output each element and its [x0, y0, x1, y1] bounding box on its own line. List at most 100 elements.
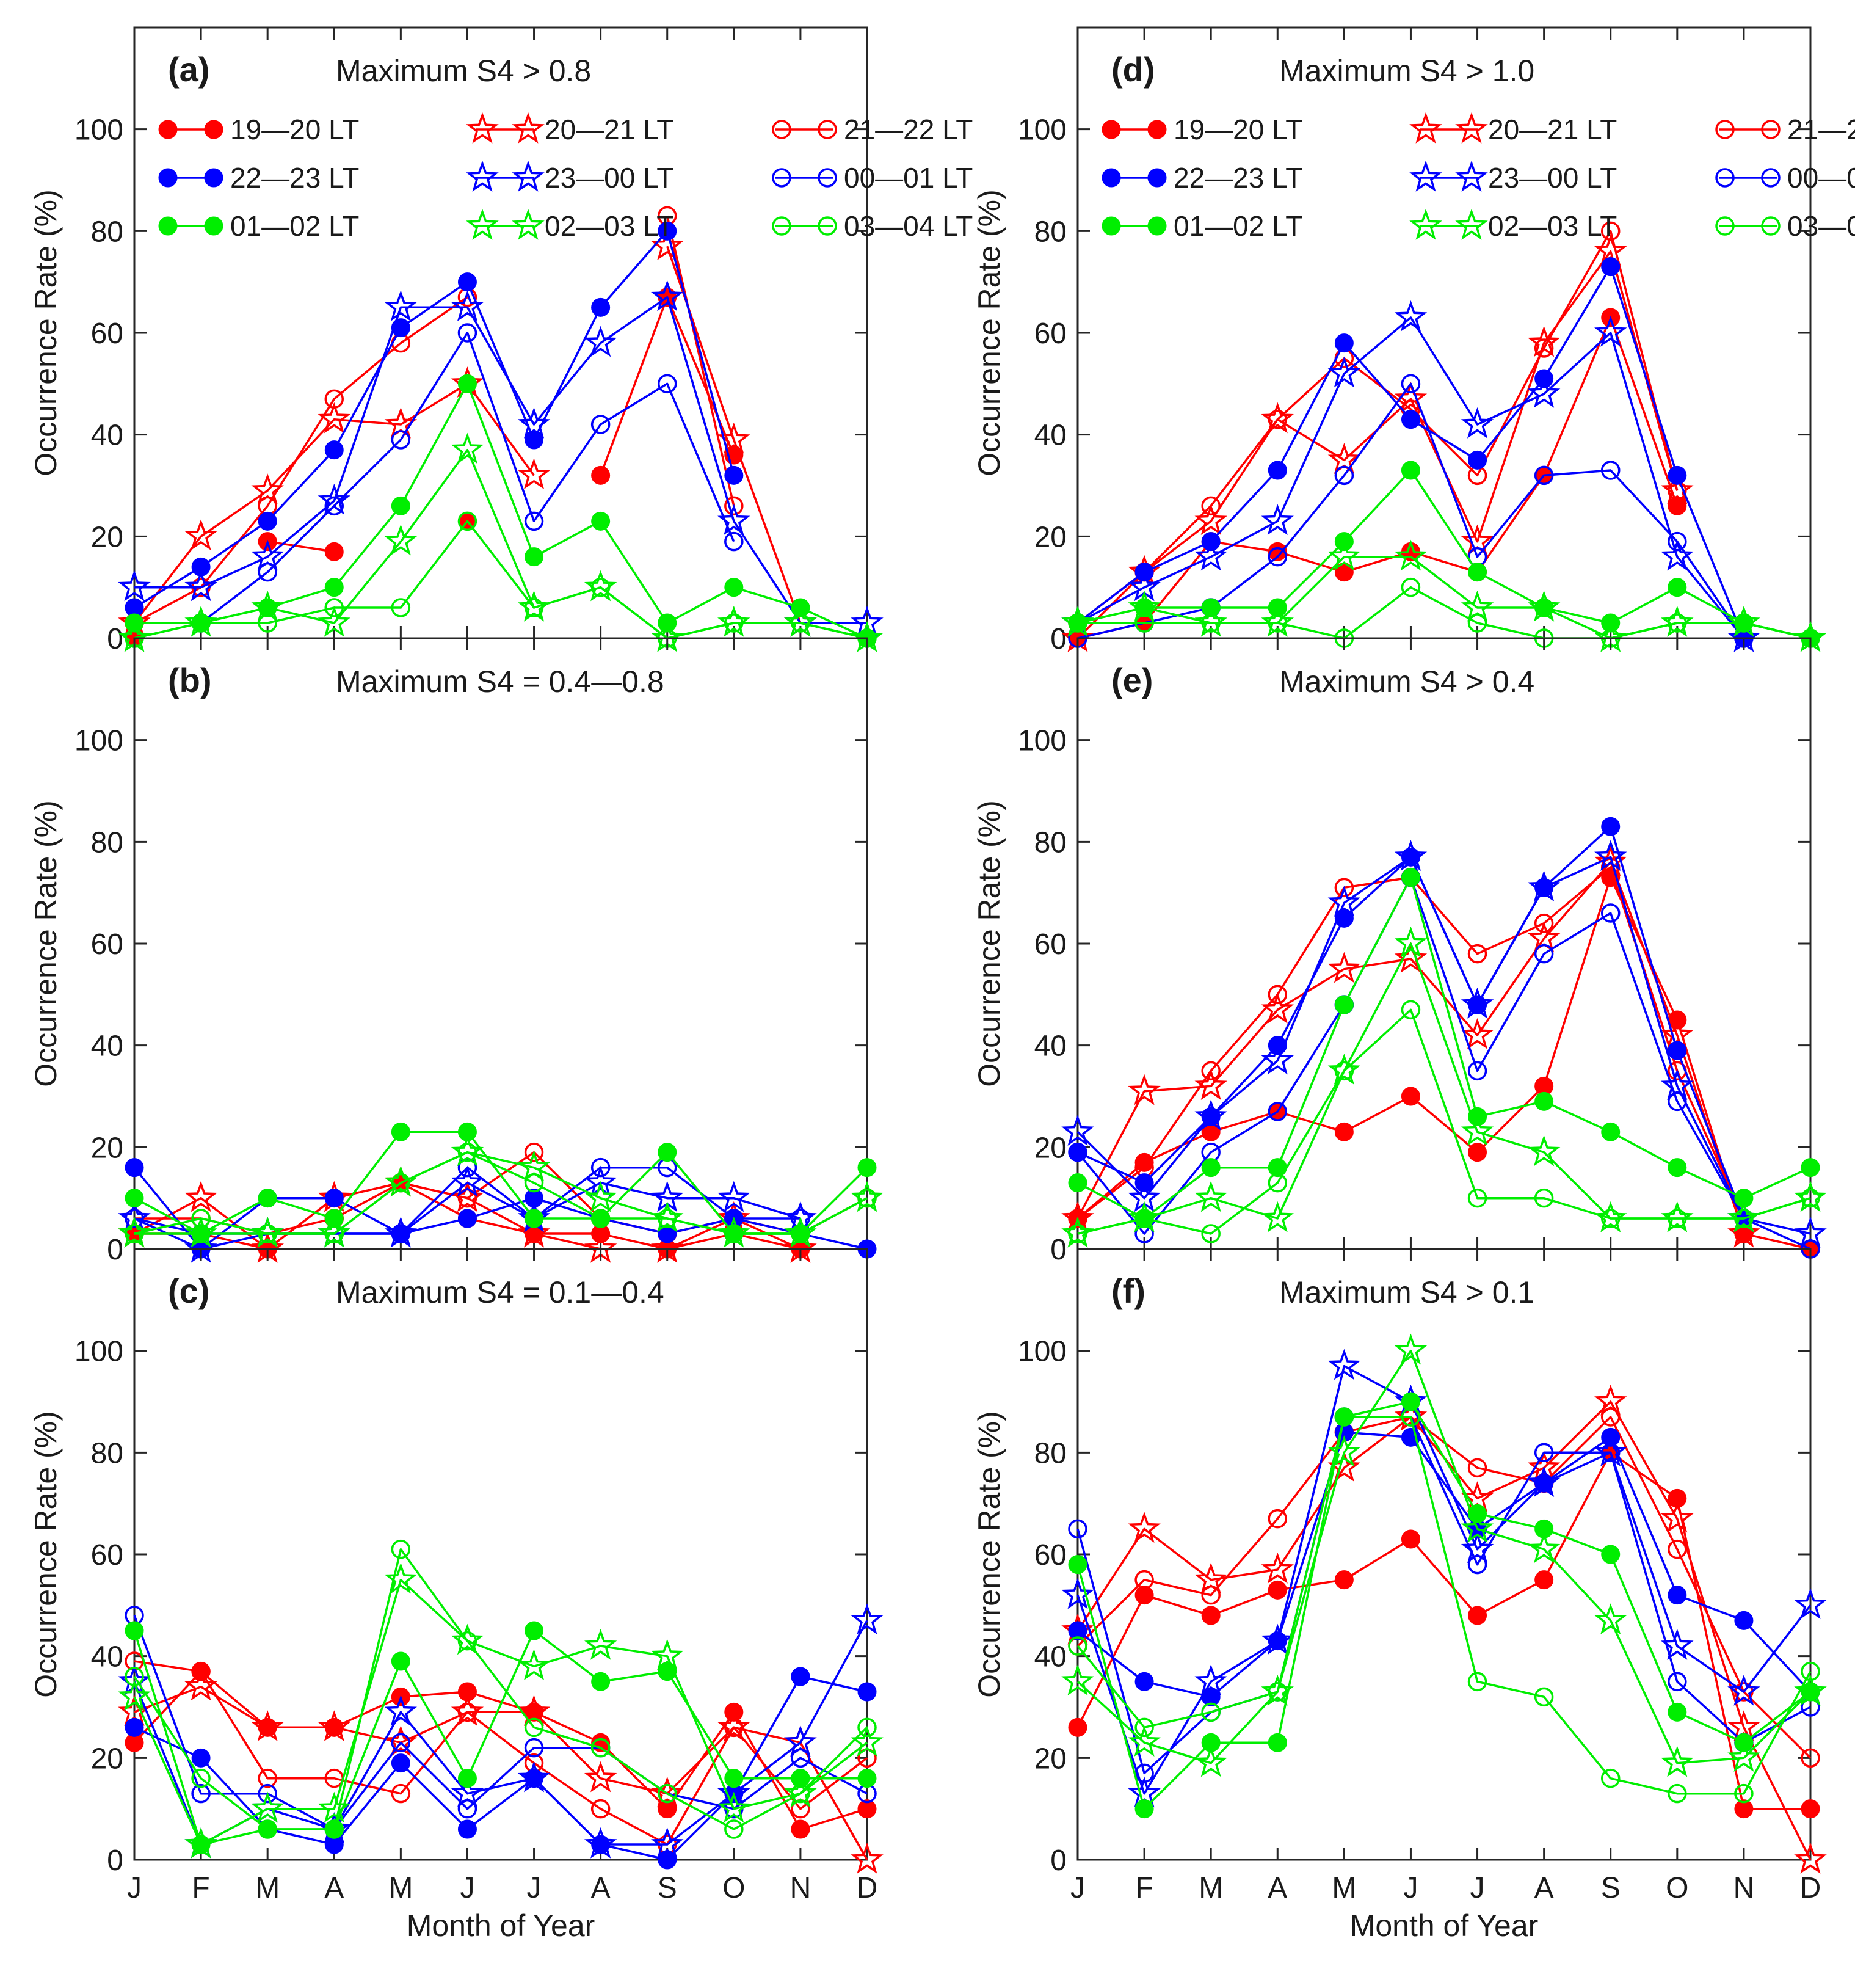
legend-marker [1147, 168, 1167, 188]
data-point [1401, 410, 1420, 429]
data-point [1600, 221, 1621, 241]
data-point [1201, 1606, 1221, 1625]
data-point [1201, 496, 1221, 516]
series-line [1076, 230, 1679, 624]
legend-marker [1715, 216, 1735, 236]
data-point [1134, 1586, 1154, 1605]
data-point [1268, 1173, 1288, 1193]
y-tick-label: 80 [1034, 216, 1067, 248]
x-tick-label: D [857, 1872, 878, 1904]
data-point [1594, 315, 1627, 347]
data-point [318, 605, 350, 637]
legend-marker [158, 216, 178, 236]
data-point [184, 1827, 217, 1859]
x-tick-label: J [127, 1872, 142, 1904]
data-point [591, 297, 611, 317]
data-point [457, 1142, 477, 1162]
data-point [1201, 1585, 1221, 1605]
series-line [1076, 856, 1811, 1235]
data-point [724, 1819, 744, 1839]
data-point [1668, 613, 1687, 633]
series-line [1076, 1364, 1812, 1795]
data-point [1600, 1443, 1621, 1463]
series-20—21 LT [1061, 234, 1694, 652]
plot-area-frame [133, 1248, 868, 1861]
data-point [1134, 1717, 1154, 1738]
data-point [1268, 461, 1287, 480]
data-point [1327, 1349, 1361, 1380]
legend-marker [512, 112, 545, 144]
data-point [857, 1188, 877, 1208]
legend-marker [1715, 168, 1735, 188]
data-point [258, 1783, 277, 1804]
data-point [1201, 1061, 1221, 1081]
data-point [524, 1142, 544, 1162]
data-point [191, 1661, 211, 1681]
series-line [134, 520, 868, 639]
data-point [1727, 1741, 1760, 1772]
series-23—00 LT [1061, 300, 1760, 652]
data-point [1394, 382, 1428, 413]
series-22—23 LT [1068, 1422, 1820, 1706]
data-point [1668, 1091, 1687, 1112]
data-point [1527, 376, 1561, 408]
data-point [318, 402, 350, 434]
data-point [1534, 1091, 1554, 1111]
data-point [1534, 1188, 1554, 1208]
y-tick-label: 40 [1034, 1641, 1067, 1673]
chart-panel: 0 20 40 60 80 100 Occurrence Rate (%) (e) Maximu… [972, 637, 1827, 1266]
data-point [524, 1738, 544, 1758]
data-point [1134, 1672, 1154, 1691]
data-point [324, 389, 344, 409]
data-point [1194, 1069, 1227, 1101]
series-03—04 LT [125, 511, 877, 648]
legend-marker [158, 168, 178, 188]
data-point [1068, 1209, 1087, 1228]
data-point [1468, 563, 1487, 582]
y-tick-label: 60 [1034, 928, 1067, 961]
y-tick-label: 0 [107, 623, 123, 655]
data-point [1334, 1407, 1354, 1427]
data-point [258, 562, 277, 582]
data-point [1268, 409, 1288, 429]
data-point [1201, 1224, 1221, 1243]
data-point [1601, 817, 1621, 836]
series-19—20 LT [125, 1662, 877, 1839]
data-point [1467, 1188, 1487, 1208]
data-point [717, 1791, 750, 1823]
legend-marker [818, 216, 837, 236]
chart-panel: 0 20 40 60 80 100 Occurrence Rate (%) (a) Maximu… [29, 26, 973, 655]
plot-area-frame [1076, 1248, 1812, 1861]
data-point [1801, 1799, 1820, 1819]
legend-marker [1147, 120, 1167, 139]
data-point [1068, 1142, 1087, 1162]
data-point [125, 1717, 144, 1737]
data-point [1327, 1054, 1361, 1085]
chart-title: Maximum S4 > 0.4 [1279, 664, 1534, 699]
data-point [1534, 1570, 1554, 1590]
legend-marker [466, 160, 499, 192]
data-point [1394, 539, 1428, 571]
legend-label: 01—02 LT [1174, 210, 1302, 242]
data-point [1327, 539, 1361, 571]
data-point [851, 1181, 884, 1212]
x-tick-label: J [460, 1872, 474, 1904]
data-point [857, 1769, 877, 1788]
x-tick-label: M [1199, 1872, 1223, 1904]
data-point [1794, 1674, 1827, 1706]
data-point [391, 1173, 411, 1193]
data-point [1061, 1115, 1094, 1146]
series-21—22 LT [1068, 221, 1687, 633]
data-point [1594, 1201, 1627, 1232]
data-point [391, 430, 411, 450]
data-point [1668, 531, 1687, 552]
data-point [1194, 1181, 1227, 1212]
data-point [258, 1819, 277, 1839]
y-tick-label: 80 [91, 826, 123, 859]
data-point [525, 1209, 544, 1228]
y-axis-label: Occurrence Rate (%) [29, 1411, 63, 1698]
series-22—23 LT [125, 1667, 877, 1870]
y-tick-label: 0 [1050, 1234, 1067, 1266]
data-point [1467, 1458, 1487, 1478]
chart-panel: 0 20 40 60 80 100 Occurrence Rate (%) (b) Maximu… [29, 637, 884, 1266]
